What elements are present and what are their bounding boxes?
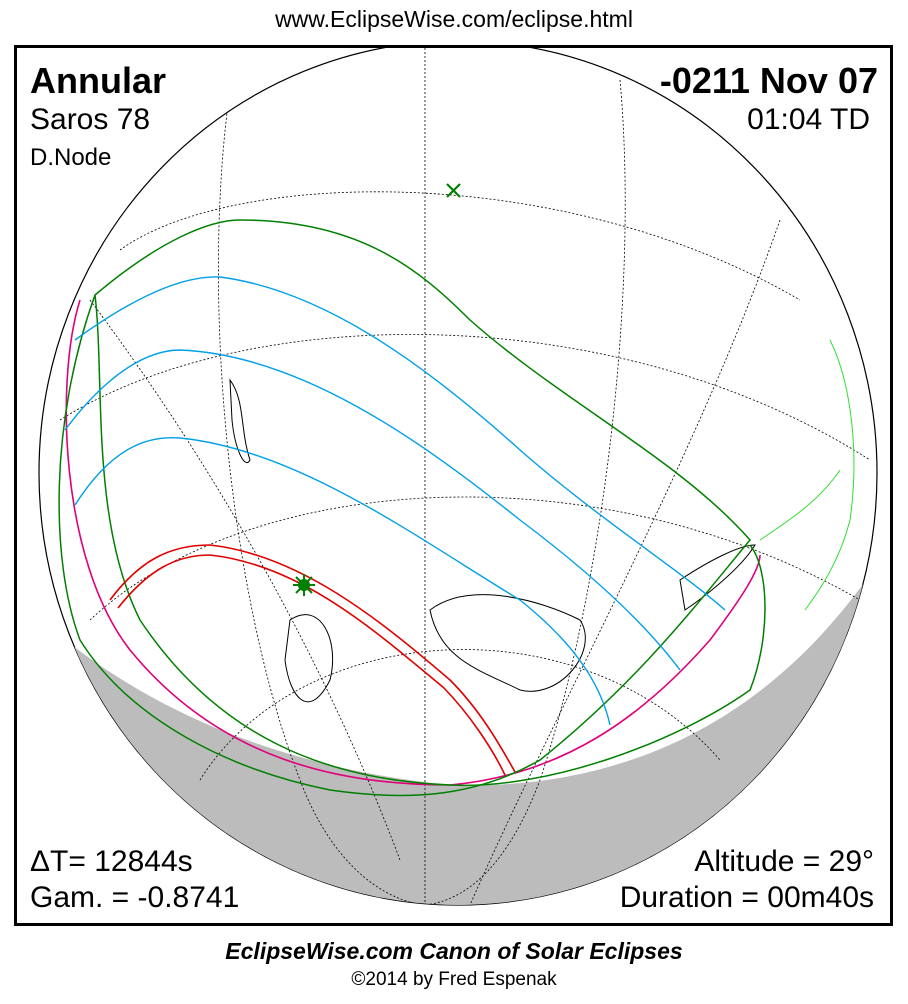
- graticule: [59, 48, 871, 905]
- penumbral-limit-inner: [94, 294, 766, 787]
- copyright: ©2014 by Fred Espenak: [351, 969, 557, 990]
- eclipse-map-frame: Annular Saros 78 D.Node -0211 Nov 07 01:…: [14, 45, 893, 926]
- source-url: www.EclipseWise.com/eclipse.html: [275, 6, 633, 32]
- altitude: Altitude = 29°: [694, 845, 874, 878]
- rise-set-curve: [65, 299, 761, 786]
- delta-t: ΔT= 12844s: [30, 845, 193, 878]
- eclipse-date: -0211 Nov 07: [659, 60, 878, 101]
- subsolar-x-icon: [446, 183, 461, 198]
- duration: Duration = 00m40s: [619, 881, 874, 914]
- gamma: Gam. = -0.8741: [30, 881, 240, 914]
- node: D.Node: [30, 144, 112, 171]
- annular-path: [109, 544, 516, 776]
- globe-map: [38, 48, 878, 906]
- partial-contours: [64, 276, 726, 726]
- eclipse-type: Annular: [30, 60, 167, 101]
- canon-title: EclipseWise.com Canon of Solar Eclipses: [225, 938, 683, 964]
- coastlines: [229, 339, 855, 703]
- eclipse-time: 01:04 TD: [747, 103, 870, 136]
- penumbral-limit-outer: [58, 219, 751, 797]
- greatest-eclipse-star-icon: [293, 574, 315, 596]
- saros-number: Saros 78: [30, 103, 151, 136]
